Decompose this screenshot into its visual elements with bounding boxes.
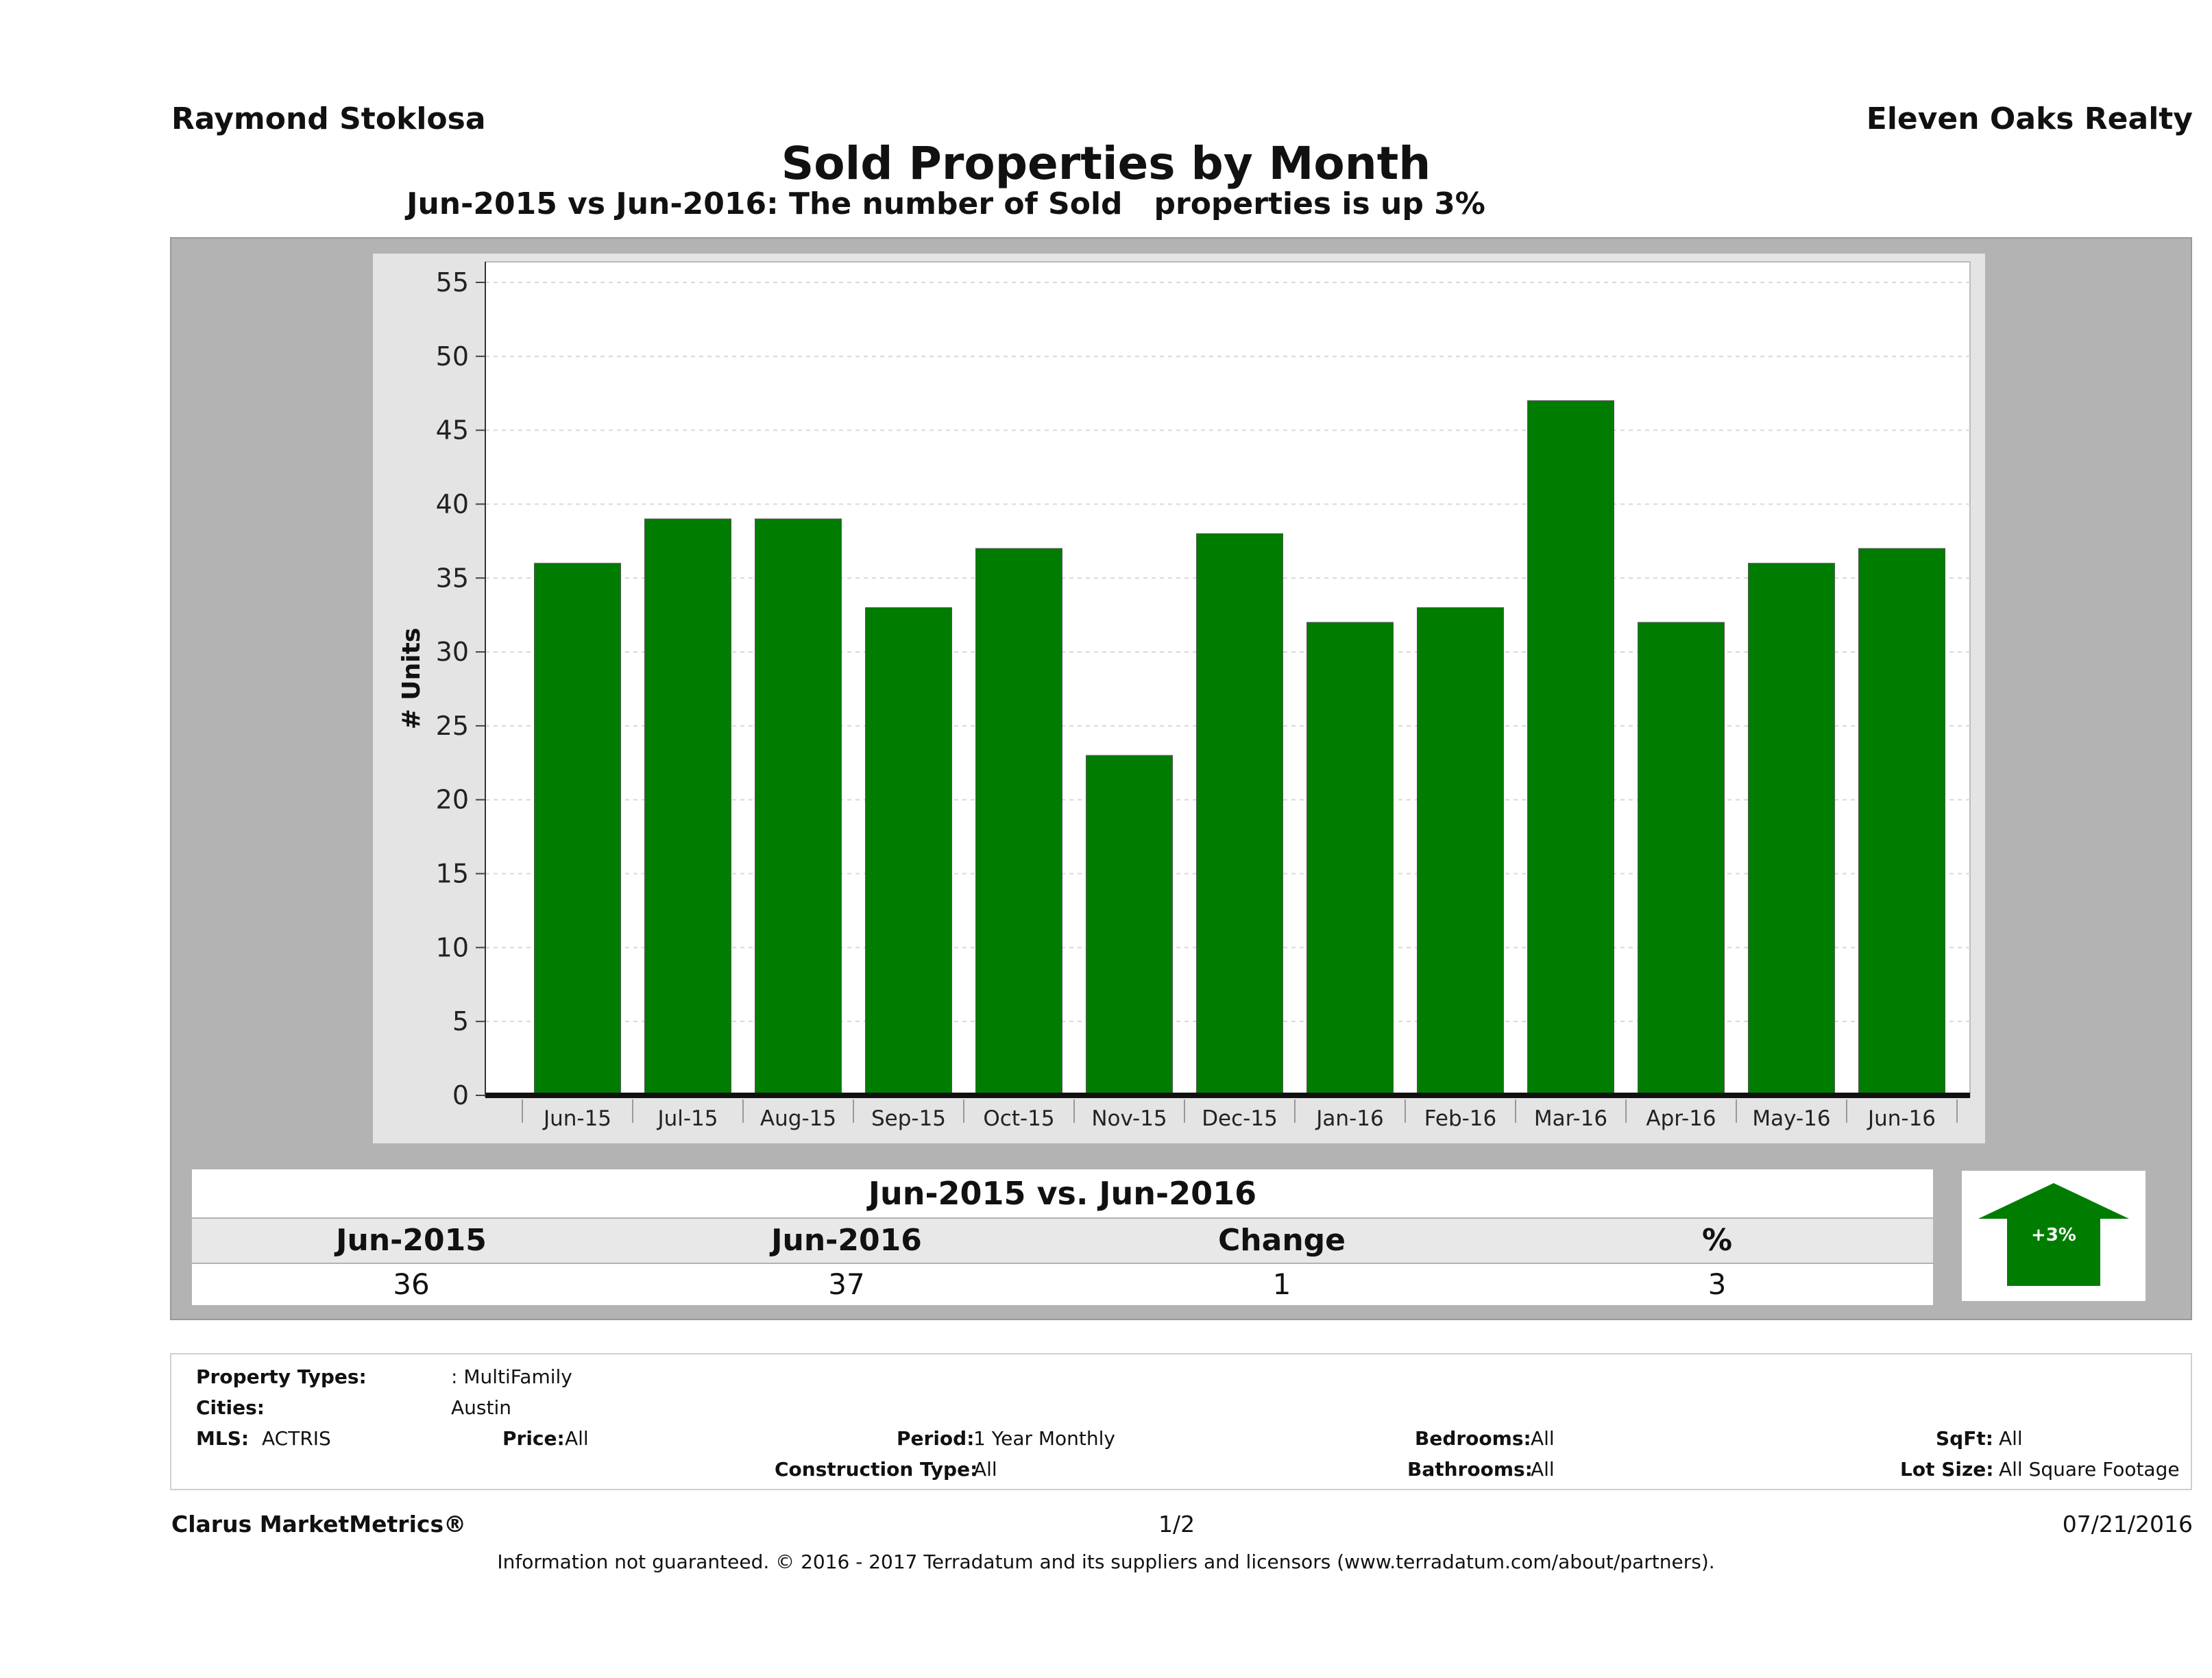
brokerage-name: Eleven Oaks Realty (1866, 101, 2193, 136)
x-tick-label: Mar-16 (1534, 1106, 1607, 1131)
x-tick-label: Jun-15 (542, 1106, 611, 1131)
sqft-label: SqFt: (1936, 1427, 1993, 1450)
x-tick-label: Oct-15 (983, 1106, 1054, 1131)
comparison-header-cell: Jun-2015 (336, 1223, 487, 1258)
x-tick-label: Jan-16 (1315, 1106, 1383, 1131)
x-tick-label: Sep-15 (871, 1106, 946, 1131)
chart-title: Sold Properties by Month (781, 137, 1431, 190)
x-tick-label: Dec-15 (1202, 1106, 1278, 1131)
comparison-header-cell: % (1701, 1223, 1733, 1258)
x-tick-label: Apr-16 (1646, 1106, 1716, 1131)
period-label: Period: (897, 1427, 975, 1450)
mls-value: ACTRIS (262, 1427, 331, 1450)
x-tick-label: Jun-16 (1867, 1106, 1936, 1131)
bar-jun-15 (534, 563, 621, 1096)
bar-apr-16 (1638, 622, 1725, 1096)
price-label: Price: (502, 1427, 565, 1450)
y-tick-label: 15 (436, 859, 469, 889)
x-tick-label: May-16 (1752, 1106, 1830, 1131)
y-axis-label: # Units (398, 628, 426, 730)
comparison-header-cell: Jun-2016 (771, 1223, 922, 1258)
agent-name: Raymond Stoklosa (171, 101, 486, 136)
comparison-header-cell: Change (1218, 1223, 1346, 1258)
y-tick-label: 0 (452, 1080, 469, 1110)
bar-aug-15 (755, 518, 842, 1096)
bar-nov-15 (1086, 755, 1173, 1096)
bar-jan-16 (1306, 622, 1394, 1096)
y-tick-label: 40 (436, 489, 469, 519)
change-badge: +3% (1962, 1171, 2146, 1301)
page-number: 1/2 (1158, 1511, 1195, 1537)
y-tick-label: 10 (436, 932, 469, 962)
bedrooms-label: Bedrooms: (1415, 1427, 1531, 1450)
change-badge-label: +3% (2031, 1225, 2076, 1245)
criteria-box (170, 1353, 2192, 1490)
cities-label: Cities: (196, 1396, 265, 1419)
comparison-header-row: Jun-2015 Jun-2016 Change % (192, 1219, 1933, 1263)
y-tick-label: 5 (452, 1006, 469, 1036)
y-tick-label: 45 (436, 415, 469, 446)
y-axis-ticks: 0 5 10 15 20 25 30 35 40 45 50 55 (436, 267, 485, 1110)
y-tick-label: 55 (436, 267, 469, 297)
bar-dec-15 (1196, 533, 1283, 1096)
y-tick-label: 30 (436, 637, 469, 667)
construction-value: All (973, 1458, 997, 1481)
bar-feb-16 (1417, 607, 1504, 1096)
comparison-title: Jun-2015 vs. Jun-2016 (192, 1169, 1933, 1217)
comparison-value-cell: 1 (1272, 1267, 1291, 1301)
bedrooms-value: All (1531, 1427, 1555, 1450)
property-types-value: : MultiFamily (451, 1365, 572, 1388)
chart-subtitle: Jun-2015 vs Jun-2016: The number of Sold… (406, 186, 1485, 221)
construction-label: Construction Type: (775, 1458, 978, 1481)
x-tick-label: Nov-15 (1091, 1106, 1167, 1131)
lot-size-value: All Square Footage (1999, 1458, 2180, 1481)
comparison-value-row: 36 37 1 3 (192, 1264, 1933, 1305)
property-types-label: Property Types: (196, 1365, 367, 1388)
mls-label: MLS: (196, 1427, 250, 1450)
period-value: 1 Year Monthly (973, 1427, 1116, 1450)
sqft-value: All (1999, 1427, 2023, 1450)
y-tick-label: 25 (436, 711, 469, 741)
bar-may-16 (1748, 563, 1835, 1096)
bar-sep-15 (865, 607, 952, 1096)
y-tick-label: 35 (436, 563, 469, 593)
y-tick-label: 50 (436, 341, 469, 372)
bathrooms-label: Bathrooms: (1407, 1458, 1533, 1481)
disclaimer: Information not guaranteed. © 2016 - 201… (497, 1551, 1715, 1573)
x-tick-label: Aug-15 (760, 1106, 836, 1131)
comparison-value-cell: 37 (828, 1267, 865, 1301)
bar-oct-15 (975, 548, 1062, 1096)
price-value: All (565, 1427, 589, 1450)
bars (534, 400, 1945, 1096)
bathrooms-value: All (1531, 1458, 1555, 1481)
y-tick-label: 20 (436, 785, 469, 815)
comparison-value-cell: 36 (393, 1267, 430, 1301)
x-axis-ticks: Jun-15 Jul-15 Aug-15 Sep-15 Oct-15 Nov-15 Dec-… (522, 1099, 1958, 1131)
lot-size-label: Lot Size: (1900, 1458, 1994, 1481)
bar-jun-16 (1858, 548, 1945, 1096)
x-tick-label: Feb-16 (1424, 1106, 1497, 1131)
comparison-value-cell: 3 (1707, 1267, 1727, 1301)
bar-jul-15 (644, 518, 731, 1096)
up-arrow-icon: +3% (1978, 1183, 2129, 1286)
bar-mar-16 (1527, 400, 1614, 1096)
x-tick-label: Jul-15 (656, 1106, 718, 1131)
report-date: 07/21/2016 (2062, 1511, 2193, 1537)
footer-brand: Clarus MarketMetrics® (171, 1511, 467, 1537)
cities-value: Austin (451, 1396, 511, 1419)
